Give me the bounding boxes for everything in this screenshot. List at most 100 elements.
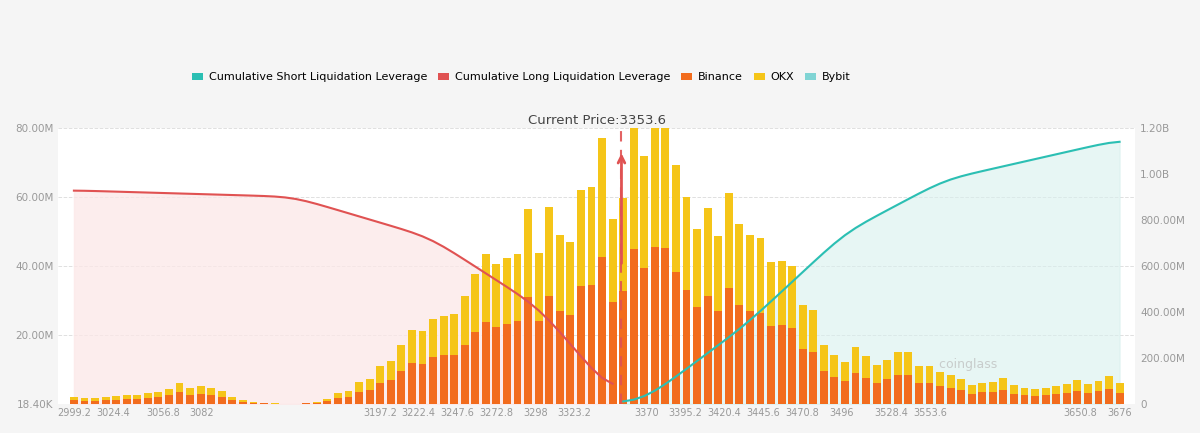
Bar xyxy=(1094,381,1103,391)
Bar xyxy=(736,364,743,404)
Bar xyxy=(756,238,764,313)
Bar xyxy=(239,402,247,404)
Bar xyxy=(566,337,575,404)
Bar xyxy=(577,286,584,404)
Bar xyxy=(239,400,247,402)
Bar xyxy=(218,397,226,404)
Bar xyxy=(80,401,89,404)
Bar xyxy=(439,396,448,404)
Bar xyxy=(619,360,628,404)
Bar xyxy=(566,242,575,315)
Bar xyxy=(535,349,542,404)
Bar xyxy=(756,365,764,404)
Bar xyxy=(556,359,564,404)
Bar xyxy=(408,363,416,404)
Bar xyxy=(250,403,257,404)
Bar xyxy=(872,365,881,383)
Bar xyxy=(70,400,78,404)
Bar xyxy=(725,288,733,404)
Bar xyxy=(492,327,500,404)
Bar xyxy=(714,236,722,311)
Bar xyxy=(334,393,342,398)
Bar xyxy=(91,401,98,404)
Bar xyxy=(355,392,364,404)
Bar xyxy=(566,315,575,404)
Bar xyxy=(524,297,532,404)
Bar xyxy=(397,401,406,404)
Bar xyxy=(419,331,426,364)
Bar xyxy=(683,290,690,404)
Bar xyxy=(788,328,796,404)
Bar xyxy=(313,403,320,404)
Bar xyxy=(122,395,131,399)
Bar xyxy=(1042,395,1050,404)
Bar xyxy=(619,291,628,404)
Bar xyxy=(852,373,859,404)
Bar xyxy=(1010,394,1018,404)
Bar xyxy=(1031,389,1039,396)
Bar xyxy=(862,356,870,378)
Bar xyxy=(535,321,542,404)
Bar xyxy=(608,220,617,302)
Bar xyxy=(862,400,870,404)
Bar xyxy=(577,190,584,286)
Bar xyxy=(430,357,437,404)
Bar xyxy=(978,392,986,404)
Bar xyxy=(1052,394,1060,404)
Bar xyxy=(830,380,839,404)
Bar xyxy=(482,255,490,322)
Bar xyxy=(767,262,775,326)
Bar xyxy=(1000,378,1007,390)
Bar xyxy=(461,345,469,404)
Bar xyxy=(186,395,194,404)
Bar xyxy=(80,398,89,401)
Bar xyxy=(208,388,215,395)
Bar xyxy=(386,397,395,404)
Bar xyxy=(756,313,764,404)
Bar xyxy=(598,258,606,404)
Bar xyxy=(450,355,458,404)
Bar xyxy=(482,389,490,404)
Legend: Cumulative Short Liquidation Leverage, Cumulative Long Liquidation Leverage, Bin: Cumulative Short Liquidation Leverage, C… xyxy=(187,68,856,87)
Bar xyxy=(155,391,162,397)
Bar xyxy=(694,307,701,404)
Bar xyxy=(503,259,511,324)
Bar xyxy=(102,397,109,400)
Bar xyxy=(492,264,500,327)
Bar xyxy=(334,398,342,404)
Bar xyxy=(841,362,848,381)
Bar xyxy=(366,379,373,390)
Bar xyxy=(661,346,670,404)
Bar xyxy=(820,345,828,372)
Bar xyxy=(535,253,542,321)
Bar xyxy=(70,397,78,400)
Bar xyxy=(366,390,373,404)
Bar xyxy=(746,311,754,404)
Bar xyxy=(472,274,479,333)
Bar xyxy=(461,296,469,345)
Bar xyxy=(377,380,384,404)
Bar xyxy=(355,382,364,392)
Bar xyxy=(430,398,437,404)
Bar xyxy=(683,365,690,404)
Bar xyxy=(650,325,659,404)
Bar xyxy=(619,198,628,291)
Bar xyxy=(588,187,595,284)
Bar xyxy=(377,383,384,404)
Bar xyxy=(545,341,553,404)
Bar xyxy=(1042,388,1050,395)
Bar xyxy=(778,261,786,325)
Bar xyxy=(630,355,637,404)
Bar xyxy=(947,375,954,388)
Bar xyxy=(672,352,680,404)
Bar xyxy=(809,310,817,352)
Bar xyxy=(778,325,786,404)
Bar xyxy=(1105,388,1112,404)
Bar xyxy=(820,392,828,404)
Bar xyxy=(503,375,511,404)
Bar xyxy=(608,386,617,404)
Bar xyxy=(641,299,648,404)
Bar xyxy=(408,383,416,404)
Bar xyxy=(260,403,268,404)
Bar xyxy=(905,375,912,404)
